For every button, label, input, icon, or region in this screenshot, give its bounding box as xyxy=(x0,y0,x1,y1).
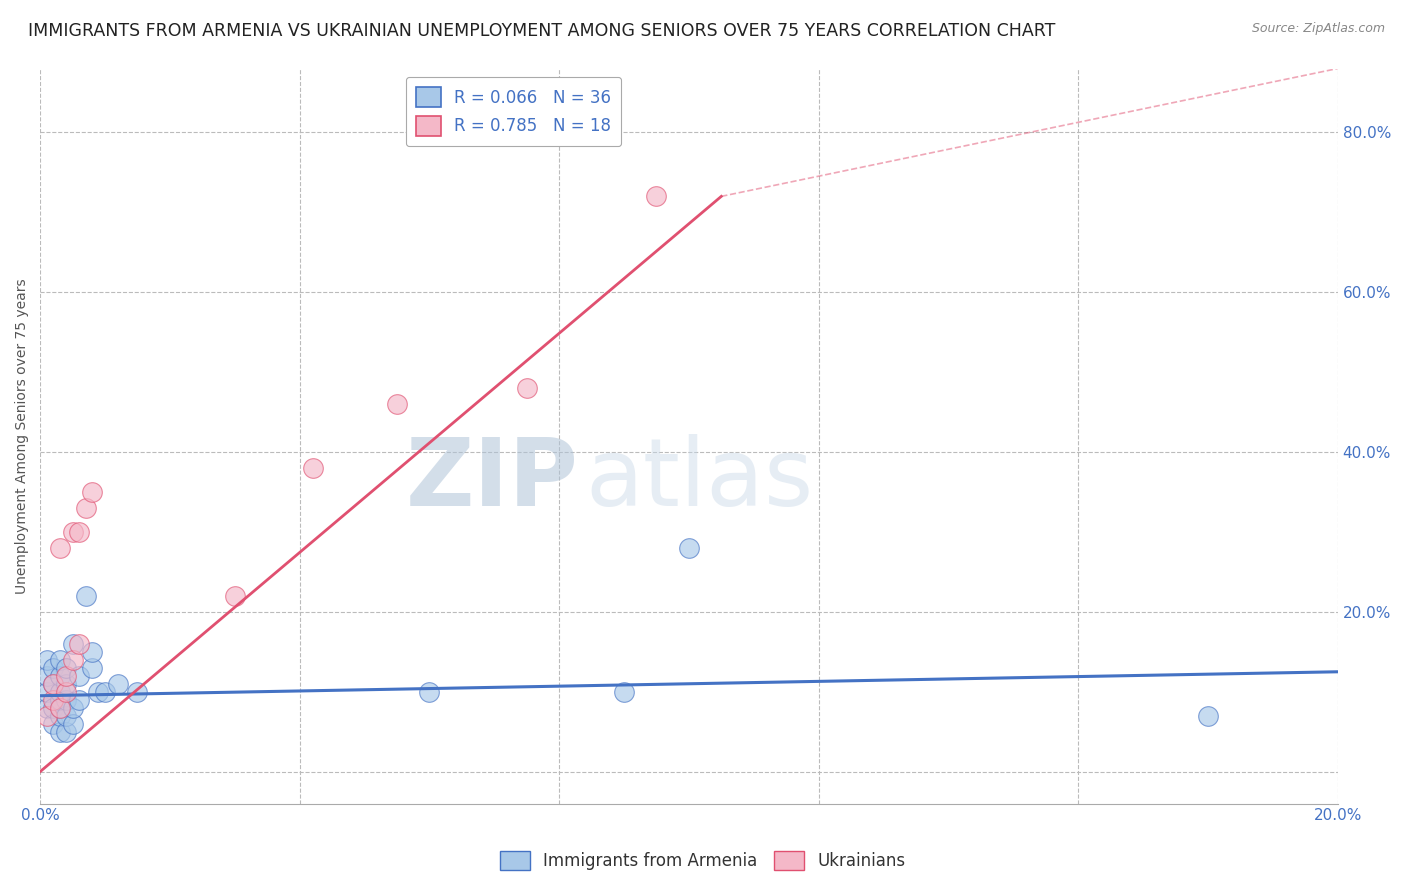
Y-axis label: Unemployment Among Seniors over 75 years: Unemployment Among Seniors over 75 years xyxy=(15,278,30,594)
Point xyxy=(127,685,149,699)
Point xyxy=(87,685,110,699)
Point xyxy=(107,677,129,691)
Text: Source: ZipAtlas.com: Source: ZipAtlas.com xyxy=(1251,22,1385,36)
Point xyxy=(1197,708,1219,723)
Point xyxy=(75,589,97,603)
Text: IMMIGRANTS FROM ARMENIA VS UKRAINIAN UNEMPLOYMENT AMONG SENIORS OVER 75 YEARS CO: IMMIGRANTS FROM ARMENIA VS UKRAINIAN UNE… xyxy=(28,22,1056,40)
Point xyxy=(35,653,58,667)
Point xyxy=(35,708,58,723)
Point xyxy=(62,700,84,714)
Point xyxy=(224,589,246,603)
Point xyxy=(42,692,65,706)
Point xyxy=(42,677,65,691)
Point xyxy=(55,724,77,739)
Text: ZIP: ZIP xyxy=(406,434,579,526)
Point xyxy=(55,692,77,706)
Point xyxy=(55,708,77,723)
Point xyxy=(80,661,103,675)
Point xyxy=(42,700,65,714)
Point xyxy=(48,700,70,714)
Point xyxy=(48,692,70,706)
Point xyxy=(48,669,70,683)
Point xyxy=(385,397,408,411)
Point xyxy=(516,381,538,395)
Point xyxy=(55,685,77,699)
Point xyxy=(67,524,90,539)
Point xyxy=(75,500,97,515)
Point xyxy=(678,541,700,555)
Point xyxy=(62,653,84,667)
Point xyxy=(67,669,90,683)
Point xyxy=(42,716,65,731)
Point xyxy=(62,716,84,731)
Point xyxy=(48,541,70,555)
Point xyxy=(42,661,65,675)
Point xyxy=(42,677,65,691)
Point xyxy=(67,637,90,651)
Point xyxy=(55,661,77,675)
Point xyxy=(48,708,70,723)
Point xyxy=(55,669,77,683)
Point xyxy=(62,524,84,539)
Point xyxy=(48,700,70,714)
Point xyxy=(645,189,668,203)
Point xyxy=(301,461,323,475)
Point xyxy=(418,685,440,699)
Point xyxy=(35,700,58,714)
Point xyxy=(67,692,90,706)
Text: atlas: atlas xyxy=(585,434,813,526)
Point xyxy=(48,724,70,739)
Legend: R = 0.066   N = 36, R = 0.785   N = 18: R = 0.066 N = 36, R = 0.785 N = 18 xyxy=(406,77,621,146)
Point xyxy=(55,677,77,691)
Point xyxy=(613,685,636,699)
Point xyxy=(48,653,70,667)
Point xyxy=(80,485,103,500)
Point xyxy=(35,669,58,683)
Legend: Immigrants from Armenia, Ukrainians: Immigrants from Armenia, Ukrainians xyxy=(494,844,912,877)
Point xyxy=(62,637,84,651)
Point xyxy=(35,685,58,699)
Point xyxy=(94,685,117,699)
Point xyxy=(80,645,103,659)
Point xyxy=(48,685,70,699)
